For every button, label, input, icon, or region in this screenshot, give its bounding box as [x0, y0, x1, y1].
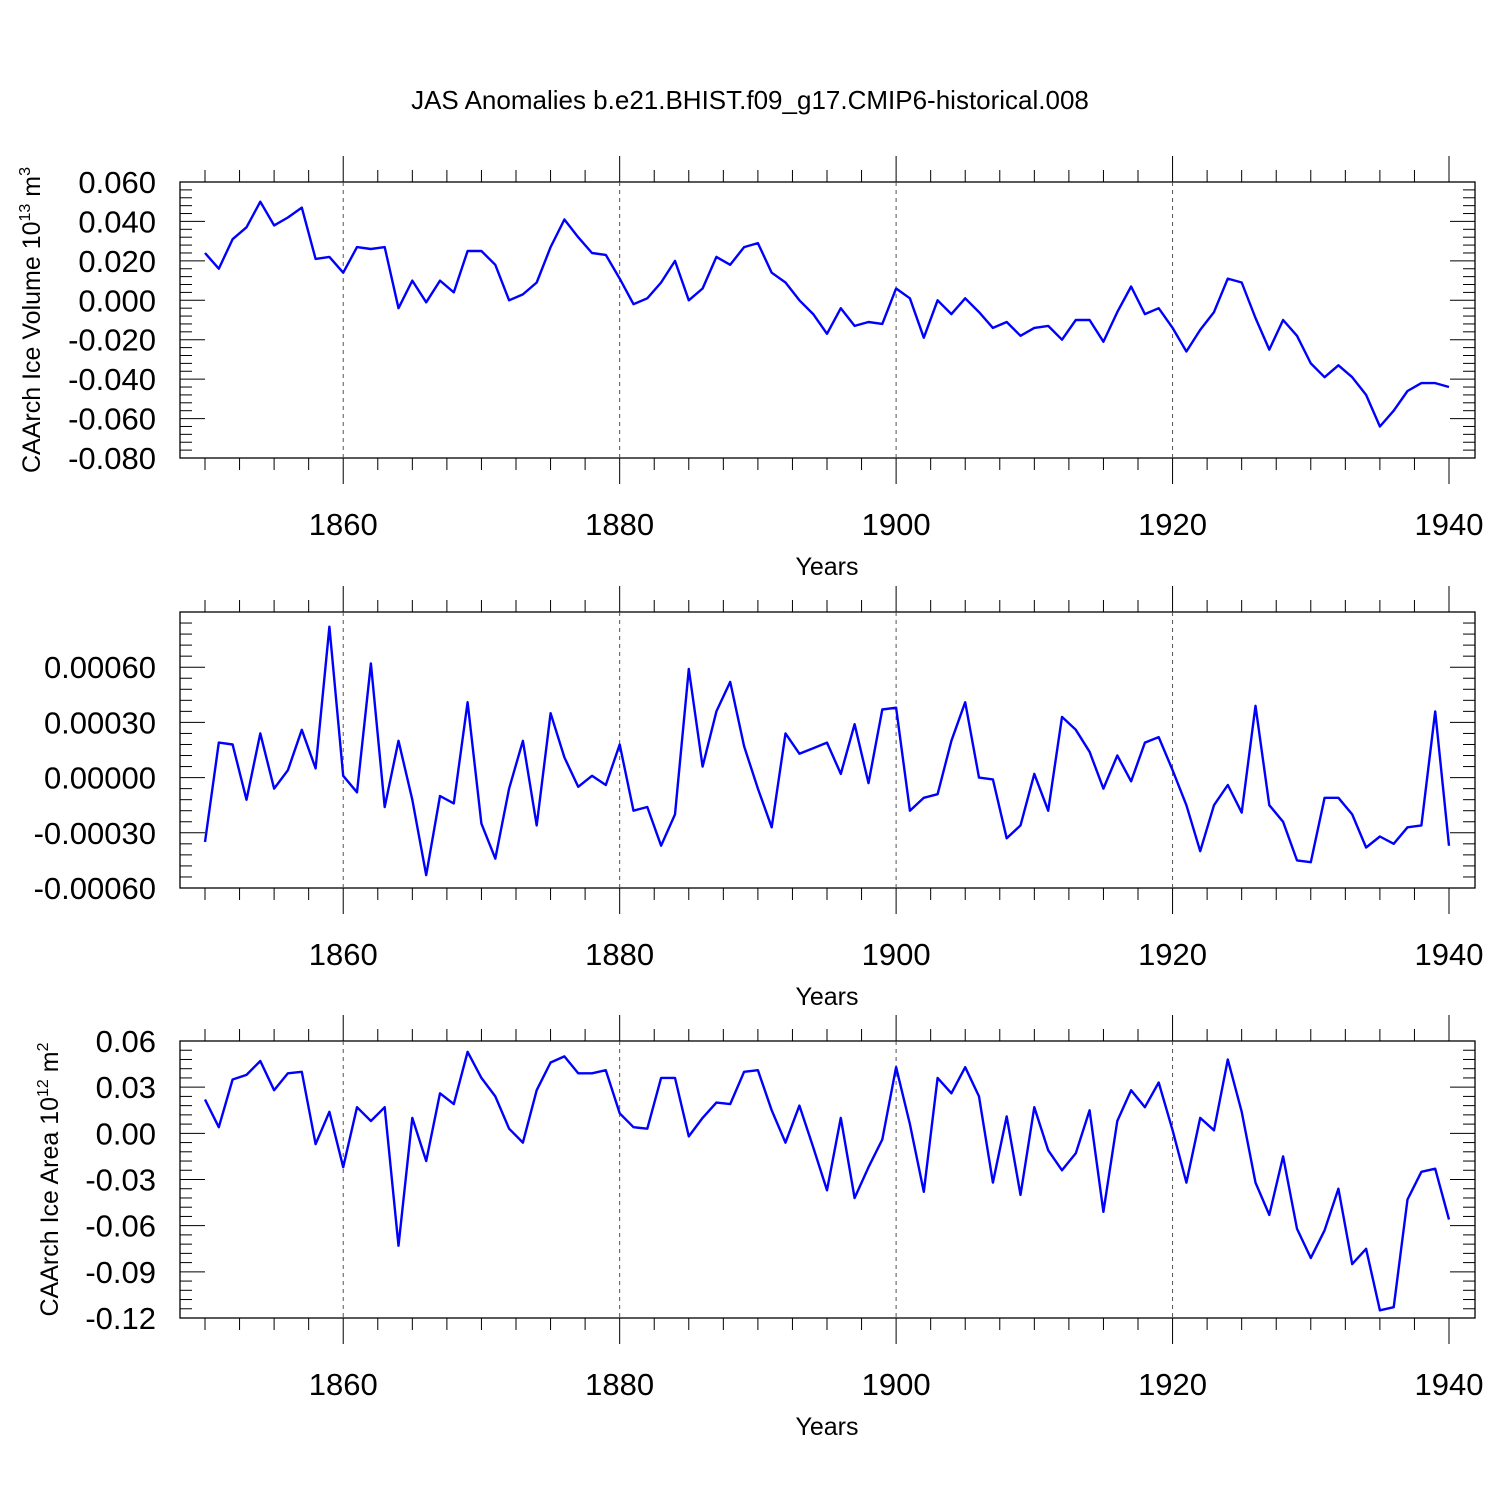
series-line-ice-volume	[204, 200, 1450, 428]
x-tick-label: 1880	[585, 507, 654, 542]
x-tick-label: 1860	[309, 937, 378, 972]
x-tick-label: 1900	[862, 937, 931, 972]
y-tick-label: -0.03	[85, 1163, 156, 1198]
y-tick-label: 0.00030	[44, 705, 156, 740]
y-tick-label: -0.00030	[34, 816, 156, 851]
y-tick-label: -0.040	[68, 362, 156, 397]
y-tick-label: -0.020	[68, 323, 156, 358]
plot-frame	[179, 611, 1476, 889]
plot-frame	[179, 1040, 1476, 1319]
series-line-snow-volume	[203, 625, 1451, 877]
series-line-ice-area	[203, 1050, 1451, 1312]
y-tick-label: -0.00060	[34, 871, 156, 906]
y-tick-label: 0.00000	[44, 761, 156, 796]
x-tick-label: 1920	[1138, 1367, 1207, 1402]
y-tick-label: -0.12	[85, 1301, 156, 1336]
x-tick-label: 1880	[585, 937, 654, 972]
x-axis-label: Years	[795, 553, 858, 581]
y-tick-label: -0.080	[68, 441, 156, 476]
plot-frame	[179, 181, 1476, 459]
x-tick-label: 1940	[1415, 507, 1484, 542]
y-tick-label: 0.03	[96, 1070, 156, 1105]
x-axis-label: Years	[795, 983, 858, 1011]
x-tick-label: 1860	[309, 1367, 378, 1402]
y-tick-label: 0.00	[96, 1116, 156, 1151]
y-axis-label: CAArch Ice Area 1012 m2	[35, 1042, 64, 1316]
x-tick-label: 1900	[862, 507, 931, 542]
y-tick-label: 0.060	[78, 165, 156, 200]
y-tick-label: -0.060	[68, 402, 156, 437]
x-tick-label: 1940	[1415, 1367, 1484, 1402]
x-tick-label: 1940	[1415, 937, 1484, 972]
x-tick-label: 1920	[1138, 937, 1207, 972]
x-tick-label: 1920	[1138, 507, 1207, 542]
chart-panel-snow-volume: 1860 1880 1900 1920 1940 0.00060 0.00030 0.0000…	[0, 582, 1484, 1011]
x-axis-label: Years	[795, 1413, 858, 1441]
chart-panel-ice-volume: 1860 1880 1900 1920 1940 0.060 0.040 0.020 0.000…	[17, 156, 1483, 581]
y-axis-label: CAArch Snow Volume 1013 m3	[0, 582, 1, 917]
y-tick-label: -0.09	[85, 1255, 156, 1290]
chart-panel-ice-area: 1860 1880 1900 1920 1940 0.06 0.03 0.00 -0.03 -0.…	[35, 1015, 1483, 1441]
y-tick-label: 0.000	[78, 283, 156, 318]
x-tick-label: 1860	[309, 507, 378, 542]
y-tick-label: 0.040	[78, 204, 156, 239]
y-tick-label: 0.06	[96, 1024, 156, 1059]
x-tick-label: 1880	[585, 1367, 654, 1402]
y-tick-label: -0.06	[85, 1209, 156, 1244]
figure-title: JAS Anomalies b.e21.BHIST.f09_g17.CMIP6-…	[411, 85, 1089, 115]
x-tick-label: 1900	[862, 1367, 931, 1402]
y-axis-label: CAArch Ice Volume 1013 m3	[17, 167, 46, 473]
y-tick-label: 0.020	[78, 244, 156, 279]
y-tick-label: 0.00060	[44, 650, 156, 685]
